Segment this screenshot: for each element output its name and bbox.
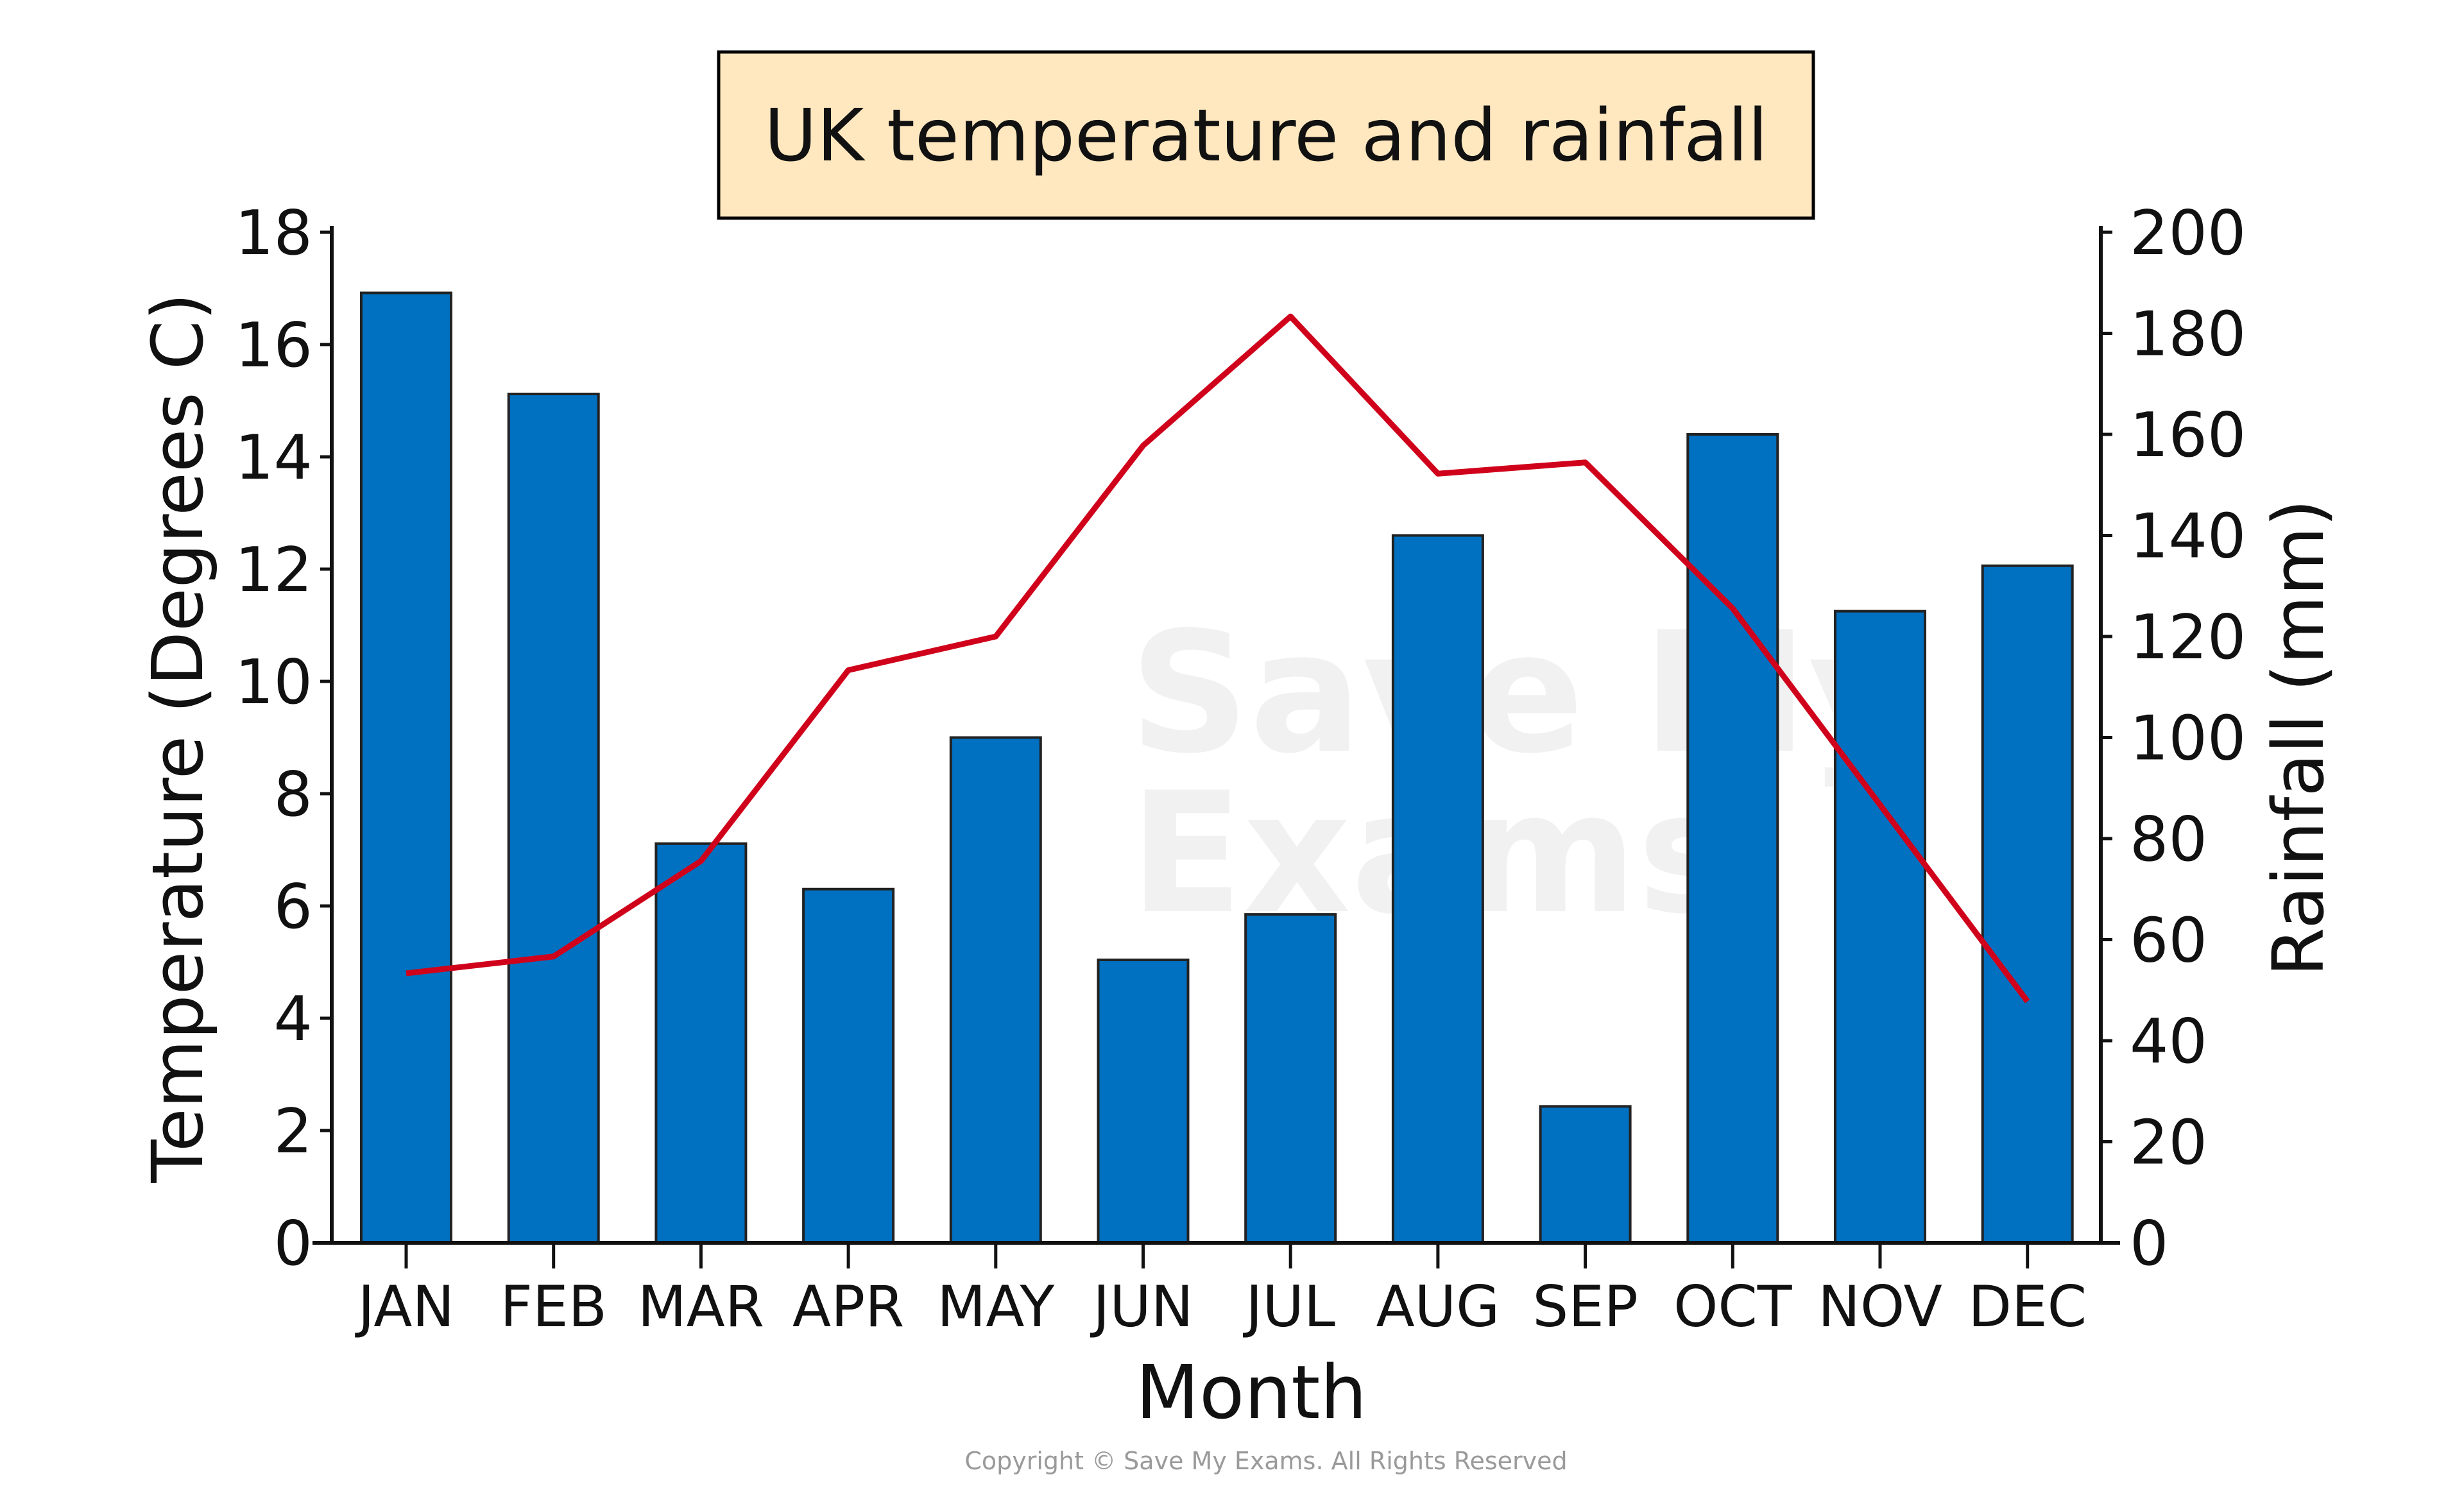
bar-jan xyxy=(360,291,452,1244)
y-tick-label-right: 20 xyxy=(2130,1108,2207,1179)
y-tick-label-right: 80 xyxy=(2130,805,2207,875)
y-tick-label-right: 200 xyxy=(2130,198,2246,269)
y-tick-label-left: 8 xyxy=(274,760,312,830)
y-tick-label-right: 0 xyxy=(2130,1209,2168,1279)
x-tick-label: SEP xyxy=(1532,1274,1638,1340)
copyright: Copyright © Save My Exams. All Rights Re… xyxy=(964,1447,1567,1475)
bar-may xyxy=(949,736,1042,1244)
y-tick-label-left: 14 xyxy=(235,423,312,493)
y-axis-label-right: Rainfall (mm) xyxy=(2257,499,2340,977)
x-tick-label: MAY xyxy=(937,1274,1054,1340)
bar-jun xyxy=(1097,959,1190,1244)
y-tick-label-right: 120 xyxy=(2130,602,2246,673)
bar-jul xyxy=(1244,913,1337,1244)
y-tick-label-right: 180 xyxy=(2130,300,2246,370)
bar-apr xyxy=(802,887,895,1244)
title-box xyxy=(717,50,1815,220)
x-tick-label: JUL xyxy=(1243,1274,1335,1340)
x-tick-label: JAN xyxy=(355,1274,454,1340)
temperature-line xyxy=(406,313,2030,1003)
y-tick-label-right: 140 xyxy=(2130,502,2246,572)
svg-text:Save My: Save My xyxy=(1129,597,1917,790)
y-tick-label-left: 16 xyxy=(235,311,312,381)
bar-aug xyxy=(1391,534,1484,1244)
x-tick-label: DEC xyxy=(1968,1274,2087,1340)
y-axis-label-left: Temperature (Degrees C) xyxy=(137,293,219,1183)
watermark: Save My Exams xyxy=(1129,597,1917,951)
x-tick-label: APR xyxy=(792,1274,904,1340)
x-tick-label: FEB xyxy=(500,1274,607,1340)
x-tick-label: JUN xyxy=(1090,1274,1193,1340)
bar-nov xyxy=(1834,610,1926,1244)
y-tick-label-left: 6 xyxy=(274,872,312,943)
bar-dec xyxy=(1981,564,2074,1244)
x-tick-label: AUG xyxy=(1376,1274,1500,1340)
x-tick-label: MAR xyxy=(638,1274,764,1340)
chart-title: UK temperature and rainfall xyxy=(764,94,1768,178)
y-tick-label-right: 100 xyxy=(2130,704,2246,774)
y-tick-label-left: 4 xyxy=(274,984,312,1055)
y-tick-label-right: 160 xyxy=(2130,400,2246,471)
y-tick-label-left: 18 xyxy=(235,198,312,269)
x-tick-label: NOV xyxy=(1818,1274,1942,1340)
bar-sep xyxy=(1539,1105,1632,1244)
y-tick-label-left: 0 xyxy=(274,1209,312,1279)
y-tick-label-left: 10 xyxy=(235,647,312,718)
y-tick-label-right: 40 xyxy=(2130,1007,2207,1077)
y-tick-label-right: 60 xyxy=(2130,906,2207,977)
bar-oct xyxy=(1686,433,1779,1244)
bar-mar xyxy=(654,842,748,1244)
y-tick-label-left: 12 xyxy=(235,535,312,606)
x-axis-label: Month xyxy=(1136,1350,1367,1436)
bar-feb xyxy=(507,393,600,1244)
y-tick-label-left: 2 xyxy=(274,1097,312,1167)
x-tick-label: OCT xyxy=(1673,1274,1793,1340)
